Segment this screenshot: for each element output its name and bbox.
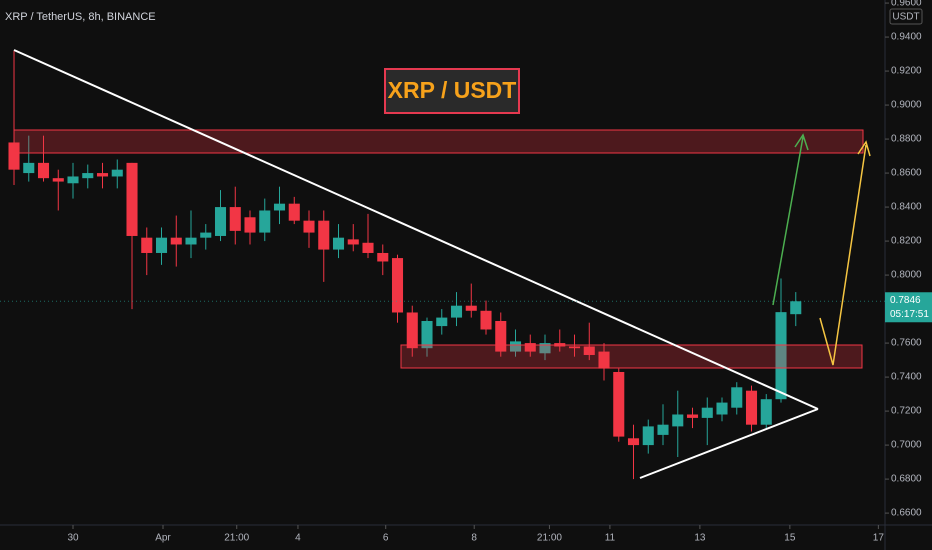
arrow xyxy=(772,136,804,306)
candle-body xyxy=(465,305,477,311)
y-tick-label: 0.7400 xyxy=(891,372,922,383)
y-tick-label: 0.9000 xyxy=(891,100,922,111)
candle-body xyxy=(598,351,610,369)
candle-body xyxy=(347,239,359,245)
support-zone xyxy=(400,344,863,369)
candle-body xyxy=(170,237,182,245)
arrow xyxy=(819,144,867,366)
trendline xyxy=(639,408,819,479)
x-tick-label: 6 xyxy=(383,533,389,544)
candle-body xyxy=(377,252,389,262)
x-tick-label: 17 xyxy=(873,533,885,544)
candle-body xyxy=(657,424,669,435)
candle-body xyxy=(627,438,640,446)
candle-body xyxy=(82,173,94,179)
candle-body xyxy=(760,399,772,425)
candle-body xyxy=(790,301,802,315)
candle-body xyxy=(509,341,522,352)
candle-body xyxy=(111,169,123,177)
candle-body xyxy=(244,217,256,233)
candle-body xyxy=(67,176,79,184)
candle-body xyxy=(23,162,35,174)
candle-body xyxy=(200,232,212,238)
candle-body xyxy=(421,320,433,349)
candle-body xyxy=(480,310,492,330)
y-tick-label: 0.8000 xyxy=(891,270,922,281)
candle-body xyxy=(8,142,20,170)
y-tick-label: 0.9200 xyxy=(891,66,922,77)
y-tick-label: 0.9400 xyxy=(891,32,922,43)
x-tick-label: 21:00 xyxy=(537,533,562,544)
currency-badge xyxy=(889,8,923,25)
y-tick-label: 0.8600 xyxy=(891,168,922,179)
x-tick-label: 13 xyxy=(694,533,706,544)
y-tick-label: 0.7000 xyxy=(891,440,922,451)
x-tick-label: 15 xyxy=(784,533,796,544)
candle-body xyxy=(583,346,595,355)
candle-body xyxy=(686,414,699,418)
candle-body xyxy=(642,426,654,446)
candle-body xyxy=(406,312,418,349)
candle-body xyxy=(96,173,109,177)
candle-body xyxy=(259,210,271,233)
x-tick-label: 8 xyxy=(471,533,477,544)
candle-body xyxy=(450,305,463,318)
last-price-label: 0.7846 xyxy=(890,295,921,306)
candle-body xyxy=(155,237,168,253)
candle-body xyxy=(391,258,404,313)
x-tick-label: Apr xyxy=(155,533,171,544)
candle-body xyxy=(716,402,728,415)
y-tick-label: 0.9600 xyxy=(891,0,922,9)
candles xyxy=(8,50,802,480)
candle-body xyxy=(613,371,625,437)
currency-label: USDT xyxy=(892,12,919,23)
candle-body xyxy=(524,343,536,352)
candle-body xyxy=(185,237,197,245)
y-tick-label: 0.6800 xyxy=(891,474,922,485)
title-box xyxy=(384,68,520,114)
candle-body xyxy=(126,162,138,236)
candle-body xyxy=(303,220,315,233)
candle-body xyxy=(568,346,581,349)
y-tick-label: 0.8400 xyxy=(891,202,922,213)
candle-body xyxy=(436,317,448,327)
arrow-head xyxy=(794,133,809,151)
candle-body xyxy=(362,242,374,253)
candle-body xyxy=(731,387,743,408)
candle-body xyxy=(229,207,241,231)
candle-body xyxy=(701,407,713,418)
last-price-badge xyxy=(885,292,932,323)
candle-body xyxy=(52,178,64,182)
y-tick-label: 0.6600 xyxy=(891,508,922,519)
candle-body xyxy=(214,207,227,236)
x-tick-label: 4 xyxy=(295,533,301,544)
candle-body xyxy=(332,237,345,250)
countdown-label: 05:17:51 xyxy=(890,309,929,320)
x-tick-label: 21:00 xyxy=(224,533,249,544)
y-tick-label: 0.7600 xyxy=(891,338,922,349)
chart-title: XRP / USDT xyxy=(388,77,517,103)
candle-body xyxy=(318,220,330,250)
symbol-header: XRP / TetherUS, 8h, BINANCE xyxy=(5,11,156,23)
candle-body xyxy=(288,203,300,221)
candle-body xyxy=(775,312,787,400)
candle-body xyxy=(672,414,684,427)
candle-body xyxy=(37,162,50,179)
x-tick-label: 30 xyxy=(67,533,79,544)
candle-body xyxy=(539,343,551,354)
y-tick-label: 0.8200 xyxy=(891,236,922,247)
y-tick-label: 0.7200 xyxy=(891,406,922,417)
candle-body xyxy=(273,203,286,211)
candle-body xyxy=(745,390,758,425)
candle-body xyxy=(495,320,507,352)
y-tick-label: 0.8800 xyxy=(891,134,922,145)
trendline xyxy=(13,49,819,410)
x-tick-label: 11 xyxy=(605,533,616,544)
arrow-head xyxy=(857,140,871,157)
candle-body xyxy=(141,237,153,253)
resistance-zone xyxy=(13,129,864,154)
